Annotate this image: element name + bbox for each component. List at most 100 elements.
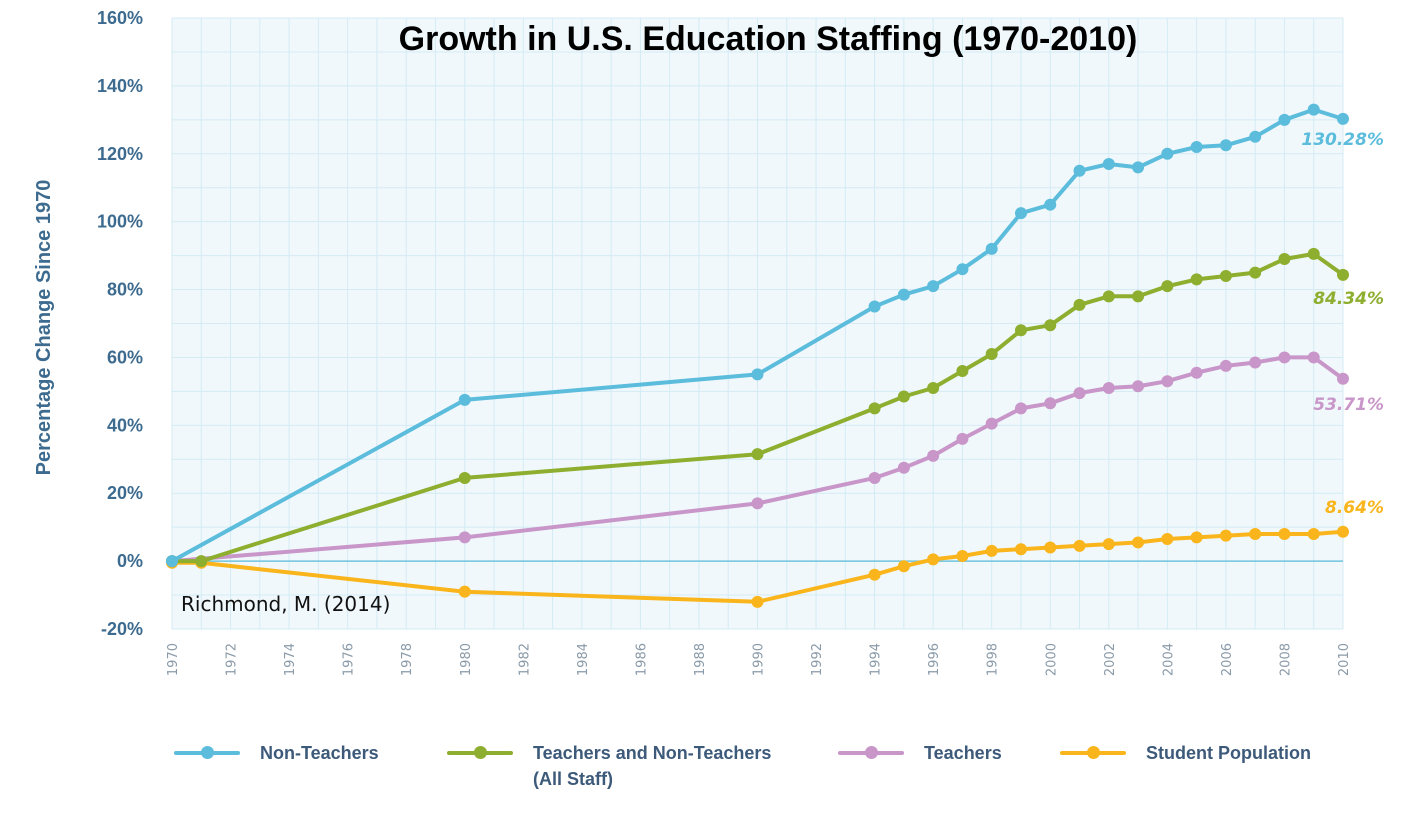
data-point [868,471,881,484]
data-point [897,461,910,474]
y-axis: -20% 0% 20% 40% 60% 80% 100% 120% 140% 160% [97,8,143,639]
data-point [751,368,764,381]
legend-item-non-teachers[interactable]: Non-Teachers [174,740,379,766]
legend-swatch [1060,746,1126,760]
data-point [1307,527,1320,540]
data-point [1014,324,1027,337]
x-tick-label: 2006 [1220,643,1235,676]
data-point [1161,280,1174,293]
data-point [1219,529,1232,542]
data-point [927,553,940,566]
data-point [956,263,969,276]
legend-item-all-staff[interactable]: Teachers and Non-Teachers (All Staff) [447,740,771,792]
y-tick-label: -20% [101,619,143,639]
x-tick-label: 1974 [283,643,298,676]
series-teachers-and-non-teachers [166,247,1349,568]
end-labels: 130.28% 84.34% 53.71% 8.64% [1301,130,1384,518]
data-point [1190,140,1203,153]
x-tick-label: 2000 [1044,643,1059,676]
data-point [985,544,998,557]
data-point [166,555,178,568]
source-annotation: Richmond, M. (2014) [181,592,390,616]
data-point [1307,351,1320,364]
x-tick-label: 1992 [810,643,825,676]
data-point [1307,247,1320,260]
data-point [1249,356,1262,369]
grid-lines [171,17,1344,630]
x-tick-label: 2010 [1337,643,1352,676]
data-point [1132,536,1145,549]
x-tick-label: 1982 [517,643,532,676]
data-point [985,348,998,361]
data-point [1190,273,1203,286]
data-point [1102,538,1115,551]
y-tick-label: 80% [107,280,143,300]
data-point [195,555,208,568]
x-tick-label: 2002 [1103,643,1118,676]
data-point [956,365,969,378]
data-point [1337,268,1349,281]
line-chart: -20%0%20%40%60%80%100%120%140%160% 1970 1… [33,8,1384,676]
data-point [458,531,471,544]
y-tick-label: 40% [107,415,143,435]
x-tick-label: 2004 [1161,643,1176,676]
data-point [1132,380,1145,393]
data-point [1073,539,1086,552]
legend-label: Student Population [1146,743,1311,763]
data-point [1278,351,1291,364]
data-point [1014,207,1027,220]
data-point [1219,269,1232,282]
data-point [1337,372,1349,385]
data-point [1337,112,1349,125]
data-point [1014,402,1027,415]
data-point [1044,397,1057,410]
data-point [1278,113,1291,126]
legend-item-teachers[interactable]: Teachers [838,740,1002,766]
data-point [1337,525,1349,538]
data-point [1249,527,1262,540]
data-point [1044,541,1057,554]
legend-label: Non-Teachers [260,743,379,763]
data-point [1249,130,1262,143]
x-tick-label: 1984 [576,643,591,676]
data-point [1249,266,1262,279]
data-point [1219,139,1232,152]
data-point [1132,290,1145,303]
data-point [1102,157,1115,170]
y-tick-label: 140% [97,76,143,96]
data-point [956,550,969,563]
series-student-population [166,525,1349,608]
data-point [1044,319,1057,332]
x-tick-label: 1988 [693,643,708,676]
y-tick-label: 60% [107,347,143,367]
data-point [1307,103,1320,116]
end-value-label: 130.28% [1301,130,1384,150]
data-point [1161,533,1174,546]
series-non-teachers [166,103,1349,568]
x-tick-label: 1970 [166,643,181,676]
y-tick-label: 0% [117,551,143,571]
legend-item-student-population[interactable]: Student Population [1060,740,1311,766]
data-point [458,393,471,406]
data-point [897,288,910,301]
data-point [1190,366,1203,379]
y-tick-label: 160% [97,8,143,28]
legend-label-main: Teachers and Non-Teachers [533,743,772,763]
x-tick-label: 1980 [459,643,474,676]
series-teachers [166,351,1349,568]
data-point [1073,298,1086,311]
data-point [1161,375,1174,388]
data-point [1102,381,1115,394]
data-point [897,390,910,403]
data-point [1190,531,1203,544]
data-point [868,300,881,313]
data-point [751,595,764,608]
x-tick-label: 1990 [752,643,767,676]
x-tick-label: 2008 [1278,643,1293,676]
data-point [927,381,940,394]
data-point [1278,253,1291,266]
chart-title: Growth in U.S. Education Staffing (1970-… [399,20,1138,58]
data-point [868,402,881,415]
data-point [1044,198,1057,211]
data-point [1161,147,1174,160]
